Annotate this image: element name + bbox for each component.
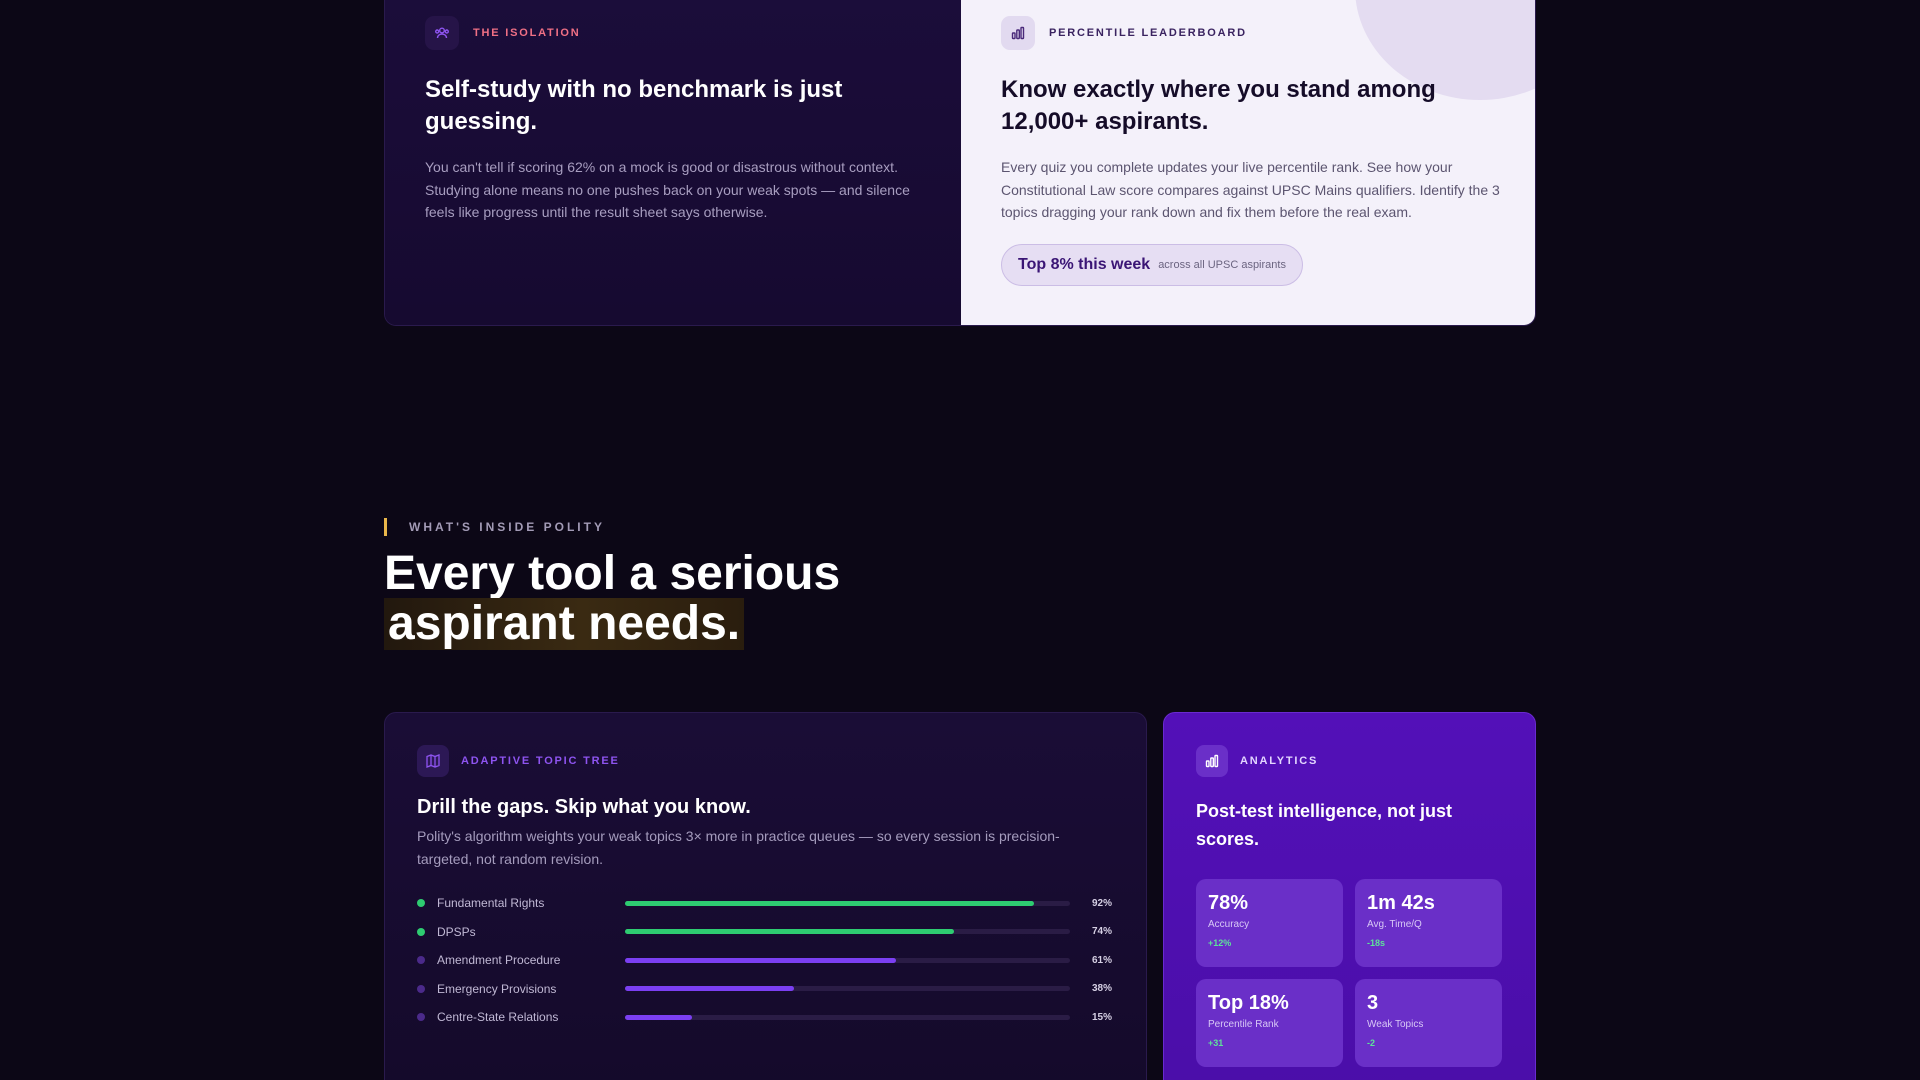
topic-progress-track [625, 929, 1070, 935]
leaderboard-body: Every quiz you complete updates your liv… [1001, 159, 1500, 220]
topic-progress-fill [625, 957, 897, 963]
topic-row: DPSPs 74% [417, 918, 1114, 947]
topic-progress-track [625, 1014, 1070, 1020]
topic-row: Amendment Procedure 61% [417, 946, 1114, 975]
topic-percent: 74% [1092, 926, 1113, 938]
stat-delta: -2 [1367, 1038, 1376, 1048]
isolation-panel: THE ISOLATION Self-study with no benchma… [385, 0, 961, 325]
topic-row: Fundamental Rights 92% [417, 889, 1114, 918]
comparison-card: THE ISOLATION Self-study with no benchma… [384, 0, 1536, 326]
isolation-body: You can't tell if scoring 62% on a mock … [425, 159, 910, 220]
stat-value: 78% [1208, 892, 1249, 914]
analytics-header: ANALYTICS [1196, 745, 1503, 777]
topic-percent: 38% [1092, 983, 1113, 995]
stat-percentile-rank: Top 18% Percentile Rank +31 [1196, 979, 1343, 1067]
isolation-eyebrow: THE ISOLATION [473, 27, 581, 39]
stat-avg-time: 1m 42s Avg. Time/Q -18s [1355, 879, 1502, 967]
stat-delta: +12% [1208, 938, 1232, 948]
topic-row: Emergency Provisions 38% [417, 975, 1114, 1004]
topic-tree-desc: Polity's algorithm weights your weak top… [417, 828, 1060, 867]
topic-status-dot [417, 984, 425, 993]
stat-delta: +31 [1208, 1038, 1224, 1048]
topic-name: Amendment Procedure [437, 953, 561, 968]
topic-tree-eyebrow: ADAPTIVE TOPIC TREE [461, 755, 620, 767]
analytics-title: Post-test intelligence, not just scores. [1196, 801, 1453, 849]
section-title-line2: aspirant needs. [384, 598, 745, 650]
leaderboard-panel: PERCENTILE LEADERBOARD Know exactly wher… [961, 0, 1535, 325]
analytics-card: ANALYTICS Post-test intelligence, not ju… [1163, 712, 1536, 1080]
topic-progress-fill [625, 986, 795, 992]
stat-value: 1m 42s [1367, 892, 1435, 914]
isolation-header: THE ISOLATION [425, 16, 913, 50]
topic-status-dot [417, 1013, 425, 1022]
topic-status-dot [417, 927, 425, 936]
analytics-eyebrow: ANALYTICS [1240, 755, 1319, 767]
topic-progress-fill [625, 900, 1035, 906]
bar-chart-icon [1001, 16, 1035, 50]
stat-label: Avg. Time/Q [1367, 919, 1422, 930]
topic-percent: 61% [1092, 954, 1113, 966]
topic-name: DPSPs [437, 924, 476, 939]
percentile-pill: Top 8% this week across all UPSC aspiran… [1001, 243, 1303, 286]
users-icon [425, 16, 459, 50]
map-icon [417, 745, 449, 777]
pill-strong: Top 8% this week [1018, 255, 1151, 273]
topic-status-dot [417, 956, 425, 965]
topic-name: Emergency Provisions [437, 981, 557, 996]
stat-weak-topics: 3 Weak Topics -2 [1355, 979, 1502, 1067]
topic-progress-track [625, 957, 1070, 963]
stat-label: Weak Topics [1367, 1019, 1424, 1030]
stat-label: Percentile Rank [1208, 1019, 1279, 1030]
topic-tree-card: ADAPTIVE TOPIC TREE Drill the gaps. Skip… [384, 712, 1147, 1080]
topic-row: Centre-State Relations 15% [417, 1003, 1114, 1032]
stats-grid: 78% Accuracy +12% 1m 42s Avg. Time/Q -18… [1196, 879, 1503, 1067]
topic-percent: 15% [1092, 1011, 1113, 1023]
topic-list: Fundamental Rights 92% DPSPs 74% Amendme… [417, 889, 1114, 1032]
section-title-line1: Every tool a serious [384, 547, 841, 600]
topic-tree-header: ADAPTIVE TOPIC TREE [417, 745, 1114, 777]
bar-chart-icon [1196, 745, 1228, 777]
stat-value: Top 18% [1208, 992, 1289, 1014]
topic-progress-fill [625, 929, 955, 935]
stat-delta: -18s [1367, 938, 1386, 948]
topic-progress-fill [625, 1014, 692, 1020]
topic-progress-track [625, 986, 1070, 992]
topic-progress-track [625, 900, 1070, 906]
topic-tree-title: Drill the gaps. Skip what you know. [417, 796, 751, 818]
leaderboard-title: Know exactly where you stand among 12,00… [1001, 76, 1436, 135]
stat-value: 3 [1367, 992, 1379, 1014]
stat-accuracy: 78% Accuracy +12% [1196, 879, 1343, 967]
leaderboard-eyebrow: PERCENTILE LEADERBOARD [1049, 27, 1247, 39]
leaderboard-header: PERCENTILE LEADERBOARD [1001, 16, 1487, 50]
section-title: Every tool a serious aspirant needs. [384, 547, 841, 650]
topic-name: Centre-State Relations [437, 1010, 559, 1025]
isolation-title: Self-study with no benchmark is just gue… [425, 76, 843, 135]
section-label: WHAT'S INSIDE POLITY [384, 518, 605, 536]
topic-name: Fundamental Rights [437, 896, 545, 911]
topic-status-dot [417, 899, 425, 908]
topic-percent: 92% [1092, 897, 1113, 909]
stat-label: Accuracy [1208, 919, 1250, 930]
pill-small: across all UPSC aspirants [1158, 258, 1286, 271]
